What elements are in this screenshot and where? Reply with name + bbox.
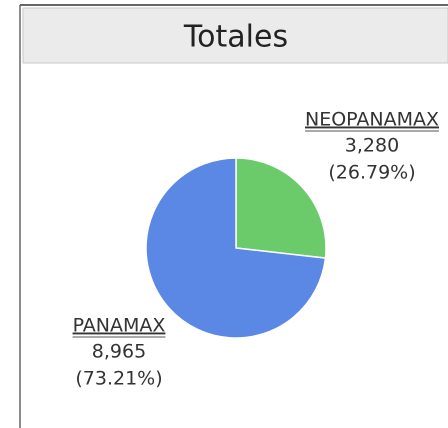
- value-label: 3,280: [345, 135, 399, 157]
- slice-label: PANAMAX: [73, 315, 166, 337]
- percent-label: (26.79%): [328, 162, 415, 184]
- pie-slice: [235, 157, 327, 259]
- value-label: 8,965: [92, 341, 146, 363]
- header: [22, 7, 448, 64]
- pie-slice: [145, 157, 327, 339]
- percent-label: (73.21%): [75, 368, 162, 390]
- chart-title: Totales: [183, 20, 288, 55]
- slice-label: NEOPANAMAX: [305, 109, 439, 131]
